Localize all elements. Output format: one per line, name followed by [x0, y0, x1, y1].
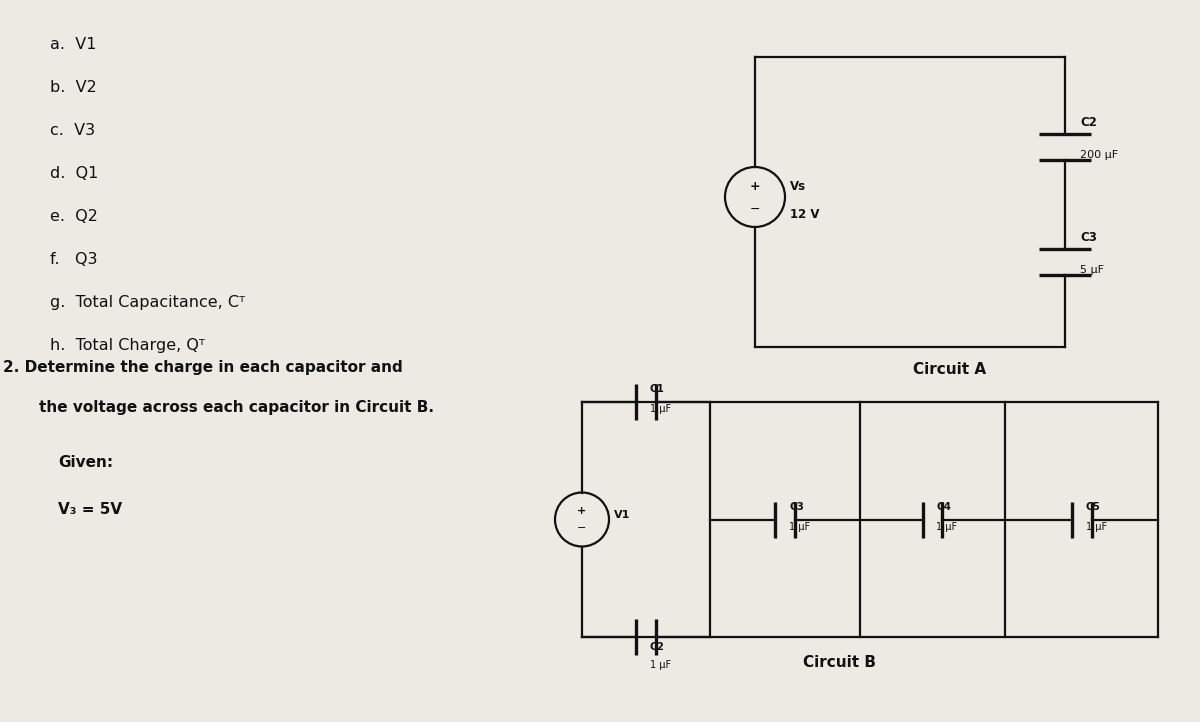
Text: C5: C5 — [1086, 502, 1100, 511]
Text: Vs: Vs — [790, 180, 806, 193]
Text: +: + — [577, 505, 587, 516]
Text: 1 μF: 1 μF — [1086, 523, 1106, 533]
Text: C4: C4 — [936, 502, 952, 511]
Text: C3: C3 — [790, 502, 804, 511]
Text: b.  V2: b. V2 — [50, 80, 97, 95]
Text: c.  V3: c. V3 — [50, 123, 95, 138]
Text: V₃ = 5V: V₃ = 5V — [58, 502, 122, 517]
Text: +: + — [750, 180, 761, 193]
Text: −: − — [750, 202, 761, 215]
Text: 1 μF: 1 μF — [790, 523, 810, 533]
Text: C1: C1 — [650, 384, 665, 394]
Text: the voltage across each capacitor in Circuit B.: the voltage across each capacitor in Cir… — [18, 400, 434, 415]
Text: V1: V1 — [614, 510, 630, 521]
Text: 1 μF: 1 μF — [936, 523, 958, 533]
Text: f.   Q3: f. Q3 — [50, 252, 97, 267]
Text: h.  Total Charge, Qᵀ: h. Total Charge, Qᵀ — [50, 338, 205, 353]
Text: a.  V1: a. V1 — [50, 37, 96, 52]
Text: Given:: Given: — [58, 455, 113, 470]
Text: Circuit B: Circuit B — [804, 655, 876, 670]
Text: 1 μF: 1 μF — [650, 404, 671, 414]
Text: 5 μF: 5 μF — [1080, 265, 1104, 275]
Text: 1 μF: 1 μF — [650, 660, 671, 670]
Text: −: − — [577, 523, 587, 534]
Text: g.  Total Capacitance, Cᵀ: g. Total Capacitance, Cᵀ — [50, 295, 245, 310]
Text: e.  Q2: e. Q2 — [50, 209, 98, 224]
Text: d.  Q1: d. Q1 — [50, 166, 98, 181]
Text: 12 V: 12 V — [790, 207, 820, 220]
Text: Circuit A: Circuit A — [913, 362, 986, 377]
Text: 2. Determine the charge in each capacitor and: 2. Determine the charge in each capacito… — [2, 360, 403, 375]
Text: C2: C2 — [1080, 116, 1097, 129]
Text: C3: C3 — [1080, 231, 1097, 244]
Text: 200 μF: 200 μF — [1080, 150, 1118, 160]
Text: C2: C2 — [650, 642, 665, 652]
